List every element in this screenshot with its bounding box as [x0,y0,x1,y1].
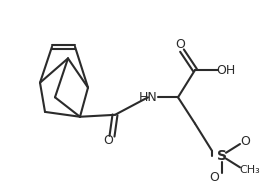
Text: S: S [217,149,227,163]
Text: CH₃: CH₃ [240,165,260,175]
Text: O: O [209,171,219,184]
Text: O: O [240,135,250,148]
Text: O: O [103,134,113,147]
Text: HN: HN [139,91,157,104]
Text: O: O [175,38,185,51]
Text: OH: OH [216,63,236,77]
